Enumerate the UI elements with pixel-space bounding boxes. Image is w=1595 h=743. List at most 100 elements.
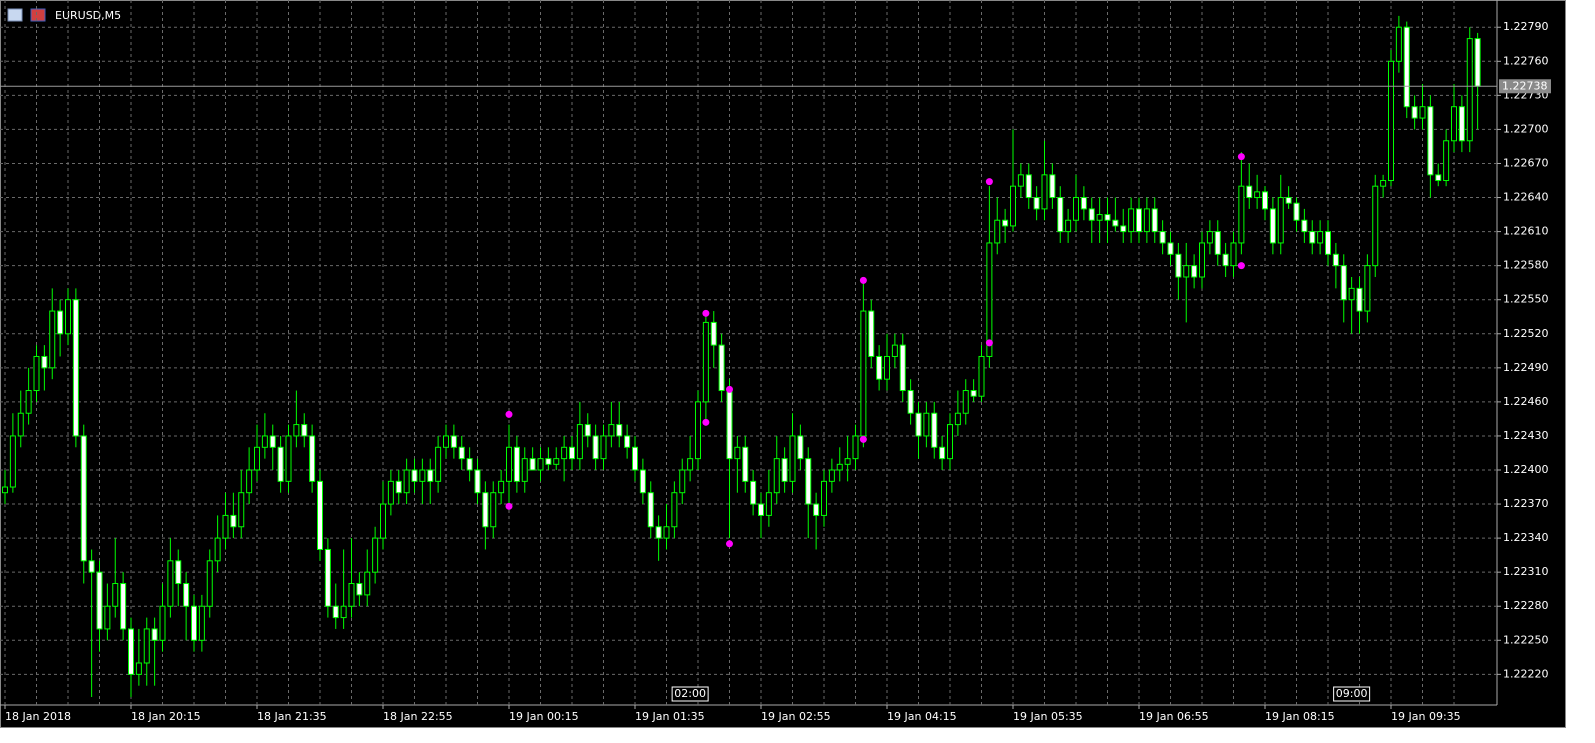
time-marker-box — [671, 686, 709, 702]
candle-body — [1199, 242, 1205, 278]
candle-body — [443, 435, 449, 448]
candle-body — [836, 463, 843, 471]
y-tick-label: 1.22610 — [1503, 225, 1549, 238]
candle-body — [671, 492, 678, 528]
candle-body — [285, 435, 292, 482]
candle-body — [324, 548, 331, 607]
candle-body — [789, 435, 796, 482]
candle-body — [962, 390, 969, 414]
candle-body — [506, 446, 512, 482]
frame — [0, 0, 1566, 728]
candle-body — [1159, 231, 1166, 244]
candle-body — [1317, 231, 1324, 244]
candle-body — [348, 583, 355, 607]
candle-body — [1451, 106, 1457, 142]
x-tick-label: 19 Jan 01:35 — [635, 710, 705, 723]
candle-body — [72, 299, 79, 437]
time-marker-label: 09:00 — [1336, 687, 1368, 700]
candle-body — [372, 537, 379, 573]
y-tick-label: 1.22640 — [1503, 191, 1549, 204]
candle-body — [1191, 265, 1198, 278]
candle-body — [183, 583, 190, 607]
chart: EURUSD,M5 1.227901.227601.227301.227001.… — [0, 0, 1566, 728]
candle-body — [458, 446, 465, 460]
candle-body — [9, 435, 16, 488]
candle-body — [1025, 174, 1032, 199]
candle-body — [57, 310, 64, 335]
candle-body — [80, 435, 87, 562]
candle-body — [537, 458, 544, 471]
candle-body — [852, 435, 859, 460]
candle-body — [624, 435, 631, 448]
candle-body — [1128, 208, 1135, 233]
candle-body — [529, 458, 536, 471]
candle-body — [2, 486, 8, 494]
candle-body — [198, 605, 205, 641]
candle-body — [1427, 106, 1434, 176]
candle-body — [104, 605, 111, 630]
candle-body — [679, 469, 686, 494]
candle-body — [1254, 191, 1261, 199]
candle-body — [797, 435, 804, 460]
candle-body — [576, 424, 583, 460]
candle-body — [340, 605, 347, 619]
candle-body — [765, 492, 772, 516]
candle-body — [600, 435, 607, 460]
candle-body — [616, 424, 623, 437]
candle-body — [427, 469, 434, 482]
candle-body — [994, 219, 1001, 244]
candle-body — [584, 424, 591, 437]
candle-body — [356, 583, 363, 596]
candle-body — [1167, 242, 1174, 255]
candle-body — [1120, 225, 1127, 233]
candle-body — [1151, 208, 1158, 233]
y-tick-label: 1.22760 — [1503, 54, 1549, 67]
x-tick-label: 19 Jan 09:35 — [1391, 710, 1461, 723]
candle-body — [726, 390, 733, 460]
candle-body — [1222, 253, 1229, 267]
fractal-marker — [726, 385, 733, 393]
candle-body — [1175, 253, 1182, 278]
y-tick-label: 1.22490 — [1503, 361, 1549, 374]
fractal-marker — [985, 178, 993, 186]
candle-body — [876, 355, 883, 380]
candle-body — [513, 446, 520, 482]
candle-body — [844, 458, 851, 465]
fractal-marker — [985, 339, 993, 347]
x-tick-label: 18 Jan 20:15 — [131, 710, 201, 723]
candle-body — [695, 401, 701, 460]
candle-body — [805, 458, 812, 505]
candle-body — [750, 480, 757, 505]
candle-body — [33, 355, 40, 392]
candle-body — [1104, 214, 1111, 221]
candle-body — [592, 435, 599, 460]
fractal-marker — [505, 502, 513, 510]
candle-body — [1372, 185, 1379, 267]
candle-body — [1309, 231, 1316, 244]
candle-body — [175, 560, 182, 585]
candle-body — [647, 492, 654, 528]
candle-body — [395, 480, 402, 494]
candle-body — [1325, 231, 1331, 255]
candle-body — [702, 321, 709, 403]
candle-body — [663, 526, 670, 539]
candle-body — [1356, 287, 1363, 312]
y-tick-label: 1.22790 — [1503, 20, 1549, 33]
candle-body — [246, 469, 253, 494]
candle-body — [387, 480, 394, 505]
fractal-marker — [702, 309, 710, 317]
candle-body — [899, 344, 906, 392]
candle-body — [742, 446, 749, 482]
y-tick-label: 1.22340 — [1503, 531, 1549, 544]
candle-body — [1041, 174, 1048, 210]
y-tick-label: 1.22460 — [1503, 395, 1549, 408]
candle-body — [1348, 287, 1355, 301]
y-tick-label: 1.22310 — [1503, 565, 1549, 578]
candle-body — [758, 503, 764, 516]
candle-body — [151, 628, 158, 641]
candle-body — [159, 605, 166, 641]
candle-body — [1474, 38, 1481, 87]
candle-body — [1096, 214, 1103, 221]
icon — [7, 8, 23, 22]
candle-body — [254, 446, 260, 471]
